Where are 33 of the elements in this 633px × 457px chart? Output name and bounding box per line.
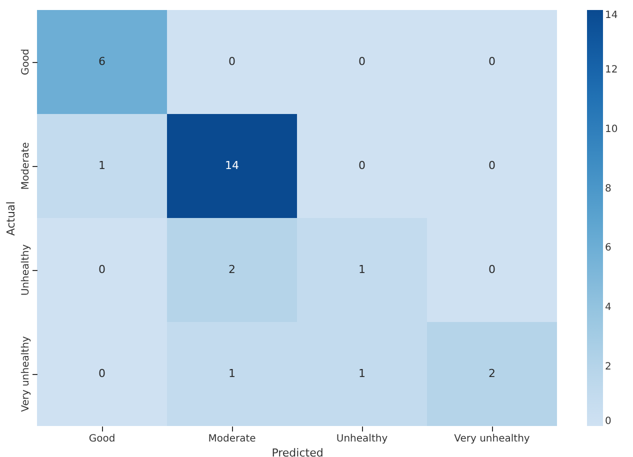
data-label: 0 — [228, 55, 236, 68]
y-tick-label: Moderate — [20, 142, 32, 190]
color-bar-label: 10 — [605, 124, 618, 135]
x-tick-label: Unhealthy — [336, 434, 388, 444]
data-label: 1 — [358, 263, 366, 276]
data-label: 0 — [488, 263, 496, 276]
color-bar-label: 4 — [605, 302, 612, 314]
y-tick-label: Good — [20, 48, 32, 76]
data-label: 1 — [228, 367, 236, 380]
data-label: 0 — [358, 159, 366, 172]
data-label: 14 — [225, 159, 239, 172]
data-label: 1 — [358, 367, 366, 380]
data-label: 0 — [98, 263, 106, 276]
data-label: 0 — [488, 159, 496, 172]
data-label: 6 — [98, 55, 106, 68]
x-tick-label: Very unhealthy — [454, 434, 530, 444]
data-label: 1 — [98, 159, 106, 172]
color-bar-label: 8 — [605, 183, 612, 194]
data-label: 0 — [358, 55, 366, 68]
y-tick-label: Unhealthy — [20, 244, 32, 296]
color-bar-label: 14 — [605, 10, 618, 21]
data-label: 2 — [488, 367, 496, 380]
data-label: 0 — [488, 55, 496, 68]
color-bar-label: 0 — [605, 416, 612, 427]
y-axis-title: Actual — [4, 201, 18, 236]
color-bar-label: 12 — [605, 64, 618, 76]
data-label: 2 — [228, 263, 236, 276]
data-label: 0 — [98, 367, 106, 380]
color-bar-label: 6 — [605, 242, 612, 254]
x-tick-label: Good — [88, 434, 116, 444]
x-tick-label: Moderate — [208, 434, 256, 444]
color-bar-label: 2 — [605, 362, 612, 373]
x-axis-title: Predicted — [272, 446, 324, 457]
